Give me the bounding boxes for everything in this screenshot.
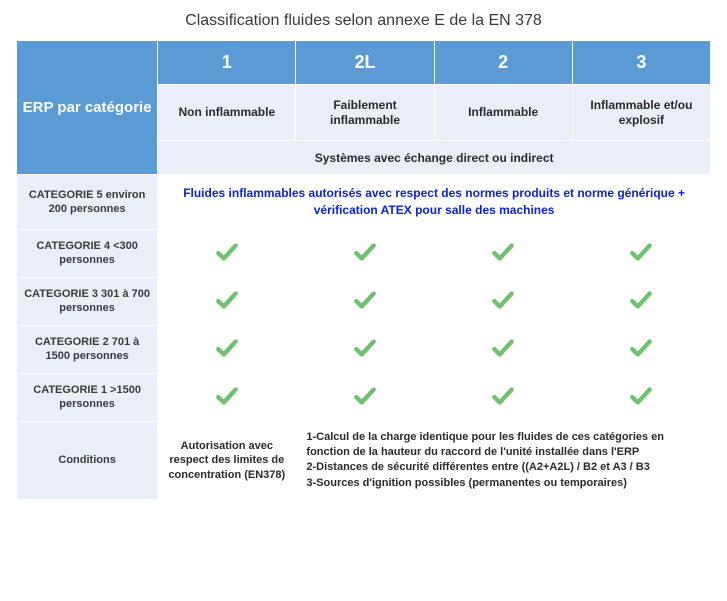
- check-cell: [434, 277, 572, 325]
- check-cell: [296, 325, 434, 373]
- check-cell: [158, 325, 296, 373]
- check-icon: [490, 335, 516, 361]
- check-icon: [490, 239, 516, 265]
- col-num-1: 1: [158, 41, 296, 85]
- check-cell: [158, 373, 296, 421]
- check-icon: [628, 383, 654, 409]
- check-icon: [352, 239, 378, 265]
- conditions-rest: 1-Calcul de la charge identique pour les…: [296, 421, 711, 500]
- col-desc-3: Inflammable et/ou explosif: [572, 85, 710, 141]
- check-cell: [296, 277, 434, 325]
- check-cell: [434, 373, 572, 421]
- col-num-3: 3: [572, 41, 710, 85]
- check-cell: [434, 325, 572, 373]
- col-num-2l: 2L: [296, 41, 434, 85]
- check-icon: [628, 239, 654, 265]
- check-icon: [214, 383, 240, 409]
- check-icon: [490, 287, 516, 313]
- check-cell: [158, 229, 296, 277]
- page-title: Classification fluides selon annexe E de…: [16, 12, 711, 30]
- check-cell: [572, 373, 710, 421]
- check-icon: [352, 335, 378, 361]
- header-left: ERP par catégorie: [17, 41, 158, 175]
- check-cell: [572, 229, 710, 277]
- row-label-cat5: CATEGORIE 5 environ 200 personnes: [17, 175, 158, 230]
- row-label: CATEGORIE 3 301 à 700 personnes: [17, 277, 158, 325]
- check-cell: [296, 373, 434, 421]
- check-cell: [434, 229, 572, 277]
- row-label: CATEGORIE 2 701 à 1500 personnes: [17, 325, 158, 373]
- col-desc-2l: Faiblement inflammable: [296, 85, 434, 141]
- col-desc-1: Non inflammable: [158, 85, 296, 141]
- check-icon: [352, 383, 378, 409]
- check-cell: [158, 277, 296, 325]
- col-desc-2: Inflammable: [434, 85, 572, 141]
- conditions-label: Conditions: [17, 421, 158, 500]
- check-cell: [572, 325, 710, 373]
- check-icon: [214, 239, 240, 265]
- check-icon: [628, 287, 654, 313]
- check-icon: [352, 287, 378, 313]
- check-icon: [628, 335, 654, 361]
- col-num-2: 2: [434, 41, 572, 85]
- classification-table: ERP par catégorie 1 2L 2 3 Non inflammab…: [16, 40, 711, 500]
- cat5-note: Fluides inflammables autorisés avec resp…: [158, 175, 711, 230]
- row-label: CATEGORIE 1 >1500 personnes: [17, 373, 158, 421]
- check-icon: [214, 287, 240, 313]
- check-cell: [296, 229, 434, 277]
- row-label: CATEGORIE 4 <300 personnes: [17, 229, 158, 277]
- check-cell: [572, 277, 710, 325]
- check-icon: [490, 383, 516, 409]
- check-icon: [214, 335, 240, 361]
- system-line: Systèmes avec échange direct ou indirect: [158, 141, 711, 175]
- conditions-col1: Autorisation avec respect des limites de…: [158, 421, 296, 500]
